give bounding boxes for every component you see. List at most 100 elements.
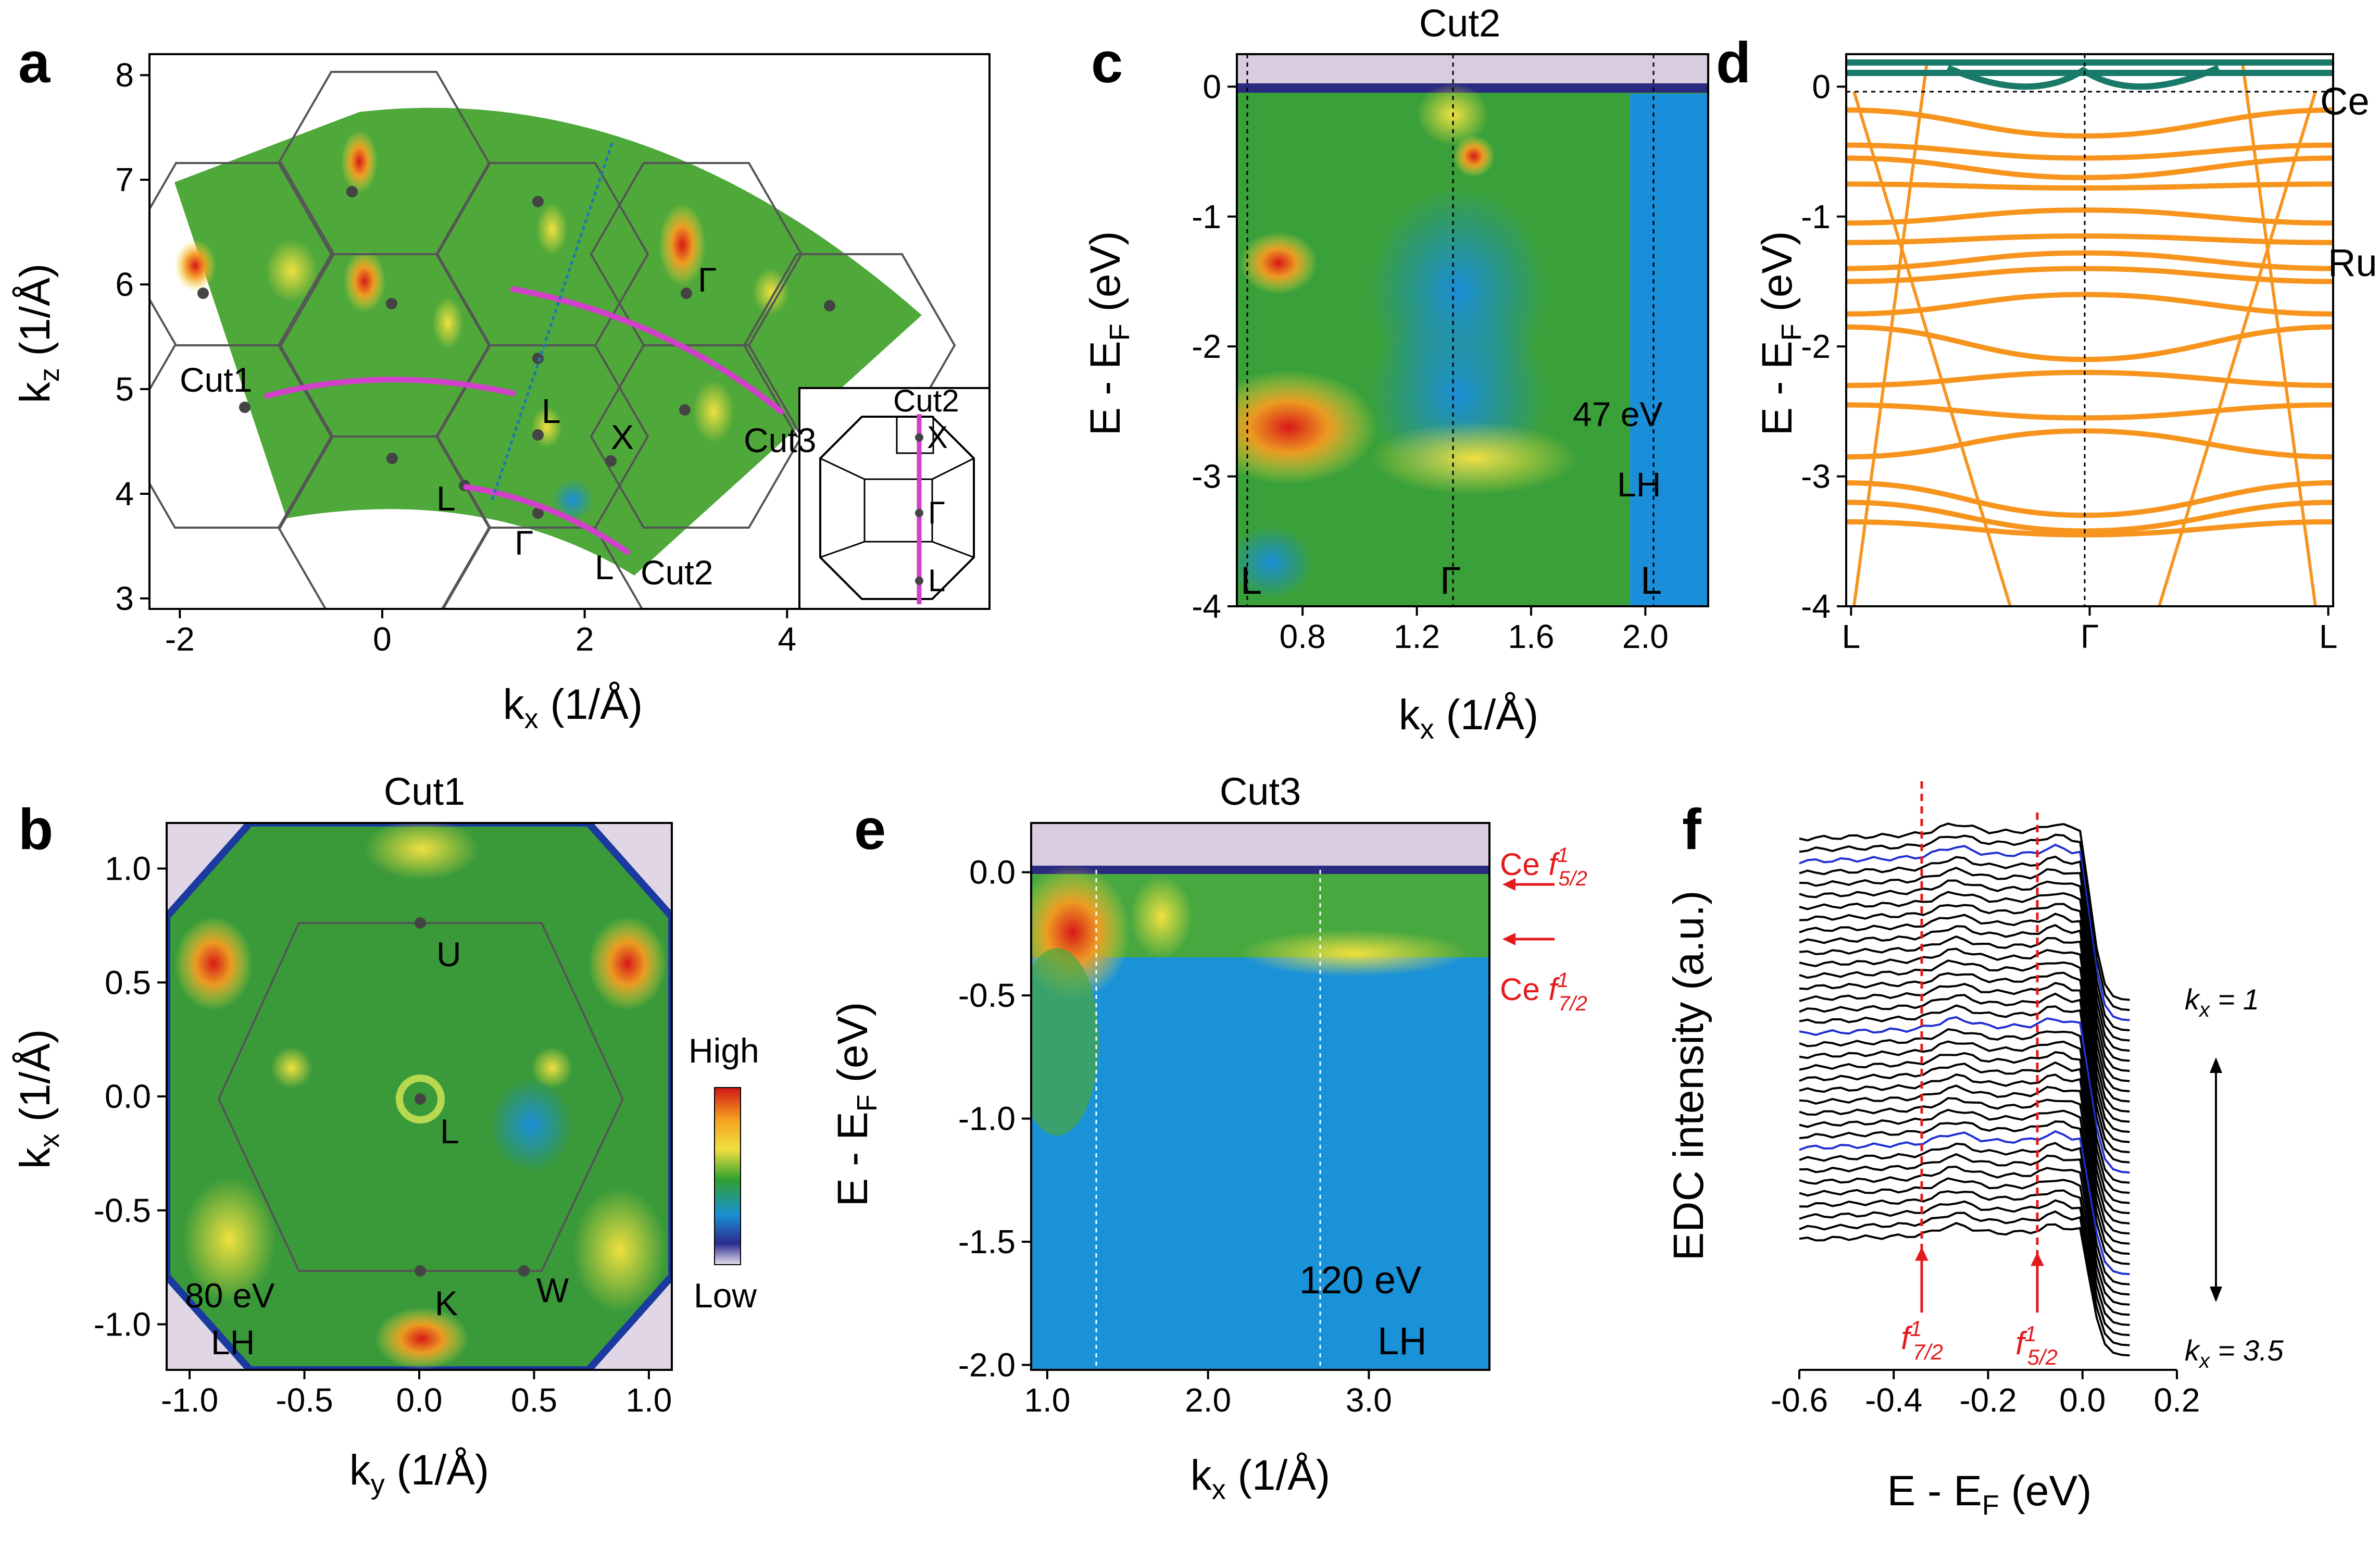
f-x-tick-label-2: -0.2 — [1959, 1381, 2016, 1419]
f-edc-curve-18 — [1799, 1028, 2130, 1184]
f-edc-curve-28 — [1799, 1142, 2130, 1285]
b-y-tick-label-3: -0.5 — [94, 1192, 151, 1229]
e-y-tick-label-0: 0.0 — [969, 854, 1016, 891]
b-colorbar-high: High — [688, 1031, 759, 1070]
d-x-tick-label-0: L — [1842, 618, 1861, 655]
f-edc-curve-17 — [1799, 1016, 2130, 1174]
a-inset: Cut2 X Γ L — [798, 383, 991, 610]
b-axis-ticks: -1.0 -0.5 0.0 0.5 1.0 1.0 0.5 0.0 -0.5 -1.0 — [94, 850, 672, 1419]
panel-label-e: e — [854, 797, 886, 862]
d-ru-band-4 — [1846, 207, 2333, 226]
a-y-tick-label-4: 7 — [115, 161, 134, 198]
e-y-tick-label-1: -0.5 — [958, 977, 1016, 1014]
f-x-axis-label: E - EF (eV) — [1887, 1467, 2092, 1521]
f-kx-bottom: kx = 3.5 — [2185, 1334, 2284, 1372]
c-x-tick-label-2: 1.6 — [1508, 618, 1554, 655]
a-high-symmetry-dots — [197, 186, 835, 519]
d-y-axis-label: E - EF (eV) — [1753, 231, 1807, 436]
f-edc-curve-1 — [1799, 833, 2130, 1012]
f-edc-curve-33 — [1799, 1199, 2130, 1337]
d-y-tick-label-4: -4 — [1801, 588, 1831, 625]
d-ru-band-5 — [1846, 233, 2333, 245]
a-point-l: L — [542, 392, 561, 430]
a-inset-point-gamma: Γ — [928, 495, 945, 530]
f-edc-curve-6 — [1799, 891, 2130, 1062]
b-colorbar — [714, 1087, 741, 1265]
b-point-l: L — [440, 1112, 459, 1151]
d-legend-ce: Ce — [2320, 80, 2370, 123]
d-x-tick-label-2: L — [2319, 618, 2338, 655]
c-x-tick-label-3: 2.0 — [1622, 618, 1669, 655]
c-y-tick-label-0: 0 — [1202, 68, 1221, 105]
c-x-tick-label-0: 0.8 — [1280, 618, 1326, 655]
b-x-tick-label-0: -1.0 — [161, 1381, 218, 1419]
d-ru-steep-band-1 — [2158, 91, 2317, 606]
f-axis-ticks: -0.6 -0.4 -0.2 0.0 0.2 — [1771, 1370, 2200, 1419]
d-x-tick-label-1: Γ — [2081, 618, 2099, 655]
panel-a: a — [11, 31, 991, 734]
a-point-l3: L — [595, 548, 614, 586]
c-x-tick-label-1: 1.2 — [1394, 618, 1440, 655]
c-y-tick-label-1: -1 — [1192, 198, 1221, 235]
d-ru-steep-band-3 — [2241, 62, 2317, 606]
b-x-axis-label: ky (1/Å) — [349, 1446, 489, 1500]
e-y-tick-label-4: -2.0 — [958, 1346, 1016, 1384]
d-ru-band-7 — [1846, 266, 2333, 284]
a-point-x: X — [611, 418, 634, 456]
d-ce-bands — [1846, 59, 2333, 90]
d-y-tick-label-1: -1 — [1801, 198, 1831, 235]
d-y-tick-label-3: -3 — [1801, 458, 1831, 495]
d-ru-band-2 — [1846, 155, 2333, 180]
f-marker-arrows — [1915, 1246, 2044, 1313]
f-label-f72: f1 7/2 — [1901, 1316, 1943, 1364]
f-marker-lines — [1920, 781, 2039, 1266]
f-edc-curve-12 — [1799, 959, 2130, 1123]
f-edc-curve-19 — [1799, 1040, 2130, 1194]
d-band-structure — [1846, 62, 2333, 606]
f-edc-curve-32 — [1799, 1189, 2130, 1326]
panel-b: b Cut1 U L K W 80 eV LH -1.0 -0.5 0.0 0.5 1.… — [11, 770, 759, 1500]
b-point-u: U — [436, 935, 461, 973]
e-x-tick-label-0: 1.0 — [1024, 1381, 1070, 1419]
a-inset-cut-label: Cut2 — [893, 383, 959, 418]
a-y-tick-label-3: 6 — [115, 266, 134, 303]
d-y-tick-label-0: 0 — [1812, 68, 1831, 105]
f-kx-range-arrow — [2210, 1057, 2222, 1302]
panel-e: e Cut3 120 eV LH Ce f1 5/2 Ce f1 7/2 1.0 2 — [829, 770, 1587, 1505]
f-edc-curve-24 — [1799, 1097, 2130, 1245]
d-ru-band-6 — [1846, 250, 2333, 271]
panel-label-f: f — [1682, 797, 1701, 862]
a-inset-point-x: X — [927, 420, 948, 455]
a-x-tick-label-0: -2 — [165, 620, 195, 658]
c-y-axis-label: E - EF (eV) — [1082, 231, 1135, 436]
f-label-f52: f1 5/2 — [2015, 1321, 2058, 1369]
a-cut3-label: Cut3 — [744, 421, 816, 459]
a-y-tick-label-2: 5 — [115, 370, 134, 408]
f-edc-curve-20 — [1799, 1051, 2130, 1204]
f-kx-top: kx = 1 — [2185, 983, 2259, 1021]
panel-c: c Cut2 L Γ L 47 eV LH 0.8 1.2 1.6 2.0 0 -1 -2 -… — [1082, 2, 1709, 745]
f-edc-curve-11 — [1799, 947, 2130, 1113]
b-title: Cut1 — [384, 770, 465, 813]
c-symmetry-lines — [1246, 54, 1655, 606]
panel-f: f f1 7/2 f1 5/2 kx = 1 kx = 3.5 -0.6 -0.4 -0… — [1665, 781, 2284, 1521]
b-y-tick-label-1: 0.5 — [105, 964, 151, 1001]
e-y-tick-label-3: -1.5 — [958, 1223, 1016, 1260]
a-kspace-map — [174, 107, 922, 576]
f-edc-curve-25 — [1799, 1108, 2130, 1255]
c-photon-energy: 47 eV — [1573, 395, 1662, 433]
d-ru-steep-band-0 — [1852, 91, 2012, 606]
a-y-tick-label-1: 4 — [115, 475, 134, 513]
c-x-axis-label: kx (1/Å) — [1399, 691, 1538, 745]
c-point-l-left: L — [1241, 559, 1262, 602]
c-y-tick-label-4: -4 — [1192, 588, 1221, 625]
e-x-axis-label: kx (1/Å) — [1191, 1452, 1330, 1505]
c-y-tick-label-2: -2 — [1192, 328, 1221, 365]
b-x-tick-label-2: 0.0 — [396, 1381, 443, 1419]
b-point-w: W — [536, 1271, 569, 1309]
panel-label-a: a — [18, 31, 51, 95]
c-title: Cut2 — [1419, 2, 1500, 45]
f-edc-curve-22 — [1799, 1073, 2130, 1225]
a-point-gamma2: Γ — [515, 523, 533, 562]
b-x-tick-label-4: 1.0 — [625, 1381, 672, 1419]
